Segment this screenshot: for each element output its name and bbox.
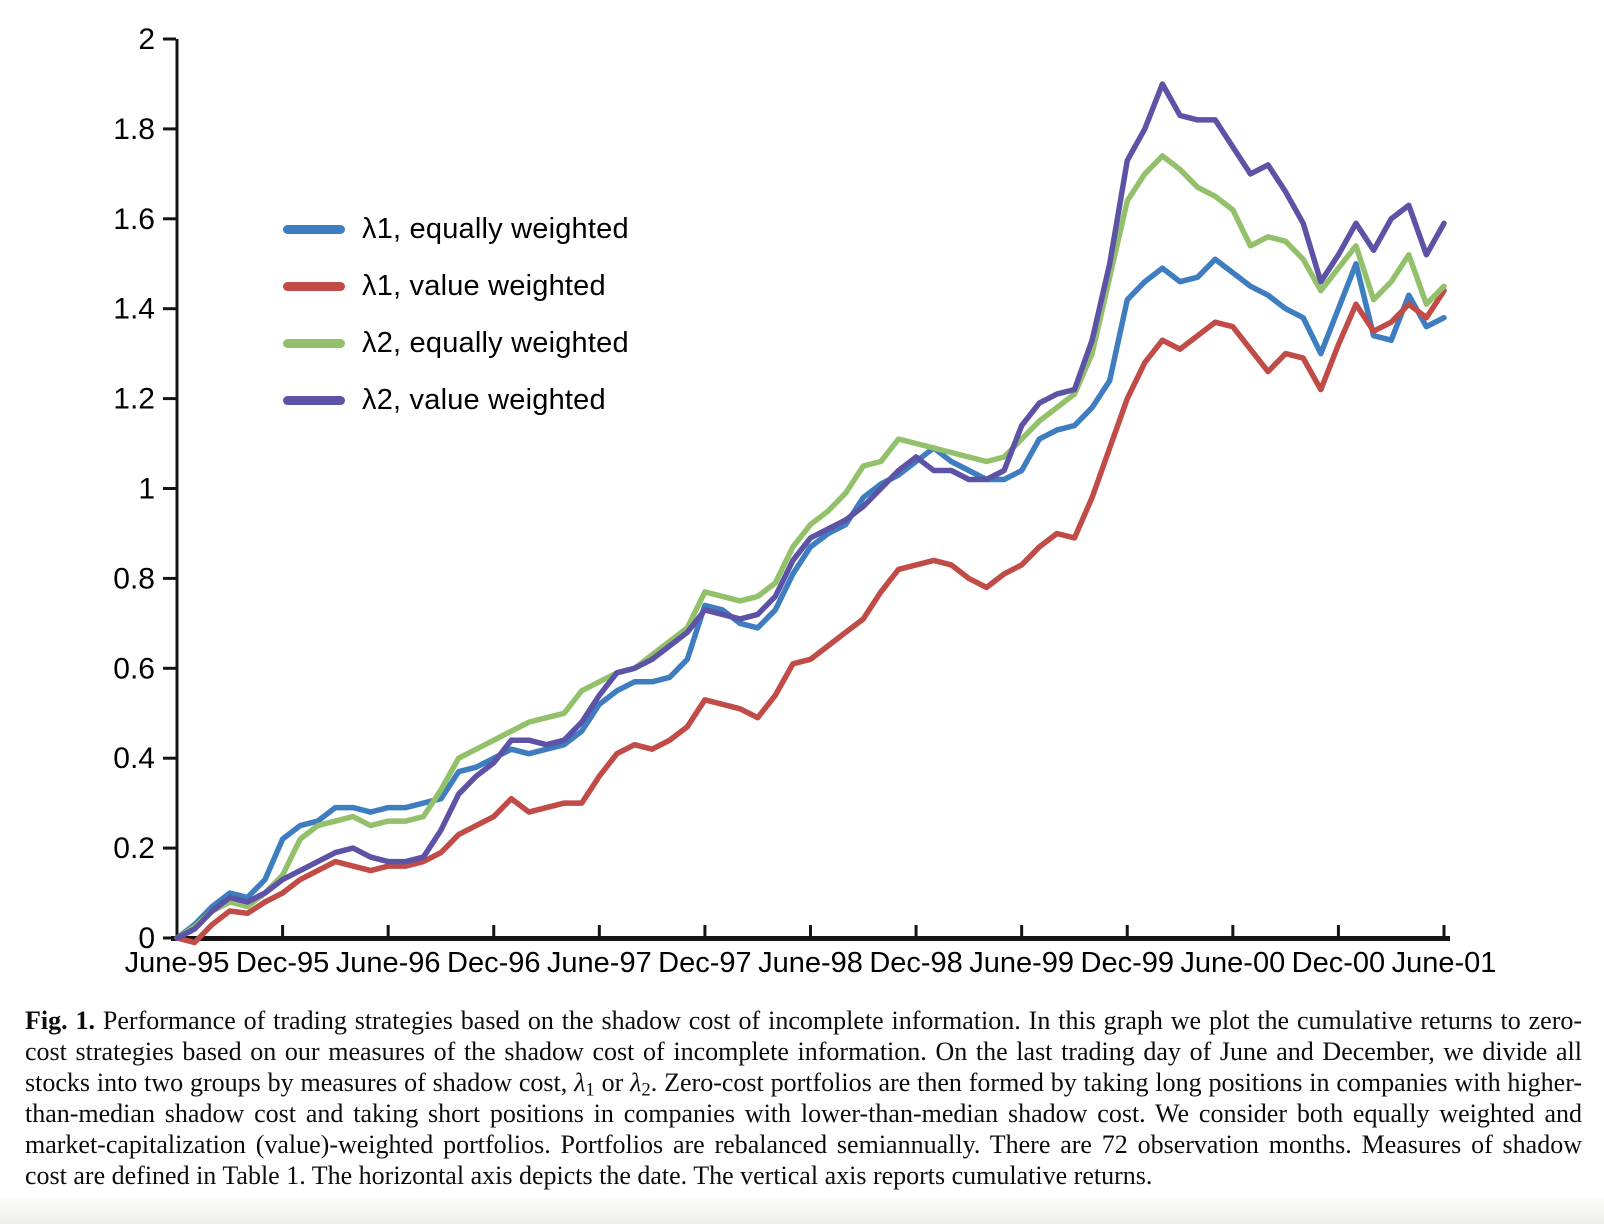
legend-item-lambda2-vw: λ2, value weighted: [283, 383, 629, 417]
series-line--2-value-weighted: [174, 81, 1447, 941]
x-tick-label: June-98: [758, 947, 863, 979]
caption-segment: 1: [585, 1079, 595, 1101]
y-tick-label: 0.4: [113, 742, 155, 775]
x-tick-label: June-96: [336, 947, 441, 979]
legend-item-lambda1-ew: λ1, equally weighted: [283, 212, 629, 246]
x-tick-label: June-00: [1180, 947, 1285, 979]
caption-segment: Performance of trading strategies based …: [25, 1006, 1583, 1097]
figure-caption: Fig. 1. Performance of trading strategie…: [25, 1005, 1582, 1191]
chart-legend: λ1, equally weighted λ1, value weighted …: [283, 212, 629, 440]
y-tick-label: 1.8: [113, 113, 155, 146]
x-tick-label: June-99: [969, 947, 1074, 979]
y-tick-label: 1.4: [113, 293, 155, 326]
x-tick-label: Dec-99: [1081, 947, 1175, 979]
y-tick-label: 1: [138, 473, 155, 506]
caption-segment: λ: [574, 1068, 586, 1097]
y-tick-label: 1.6: [113, 203, 155, 236]
page-bottom-band: [0, 1198, 1604, 1224]
caption-segment: λ: [630, 1068, 642, 1097]
legend-label-lambda2-ew: λ2, equally weighted: [362, 326, 629, 359]
caption-segment: Fig. 1.: [25, 1006, 96, 1035]
x-tick-label: Dec-97: [658, 947, 752, 979]
series-line--1-value-weighted: [174, 287, 1447, 946]
y-tick-label: 0: [138, 922, 155, 955]
series-line--2-equally-weighted: [174, 153, 1447, 941]
y-tick-label: 0.8: [113, 562, 155, 595]
y-tick-label: 1.2: [113, 383, 155, 416]
legend-swatch-lambda2-vw: [283, 395, 345, 405]
caption-segment: . Zero-cost portfolios are then formed b…: [25, 1068, 1582, 1190]
legend-swatch-lambda1-ew: [283, 224, 345, 234]
x-tick-label: Dec-96: [447, 947, 541, 979]
legend-item-lambda1-vw: λ1, value weighted: [283, 269, 629, 303]
x-tick-label: Dec-95: [236, 947, 330, 979]
legend-item-lambda2-ew: λ2, equally weighted: [283, 326, 629, 360]
legend-label-lambda1-ew: λ1, equally weighted: [362, 212, 629, 245]
y-tick-label: 2: [138, 23, 155, 56]
legend-swatch-lambda2-ew: [283, 338, 345, 348]
caption-segment: or: [594, 1068, 631, 1097]
caption-segment: 2: [641, 1079, 651, 1101]
legend-label-lambda2-vw: λ2, value weighted: [362, 383, 606, 416]
y-tick-label: 0.2: [113, 832, 155, 865]
x-tick-label: June-01: [1392, 947, 1497, 979]
legend-label-lambda1-vw: λ1, value weighted: [362, 269, 606, 302]
series-line--1-equally-weighted: [174, 256, 1447, 941]
x-tick-label: Dec-98: [869, 947, 963, 979]
x-tick-label: Dec-00: [1292, 947, 1386, 979]
legend-swatch-lambda1-vw: [283, 281, 345, 291]
x-tick-label: June-97: [547, 947, 652, 979]
x-tick-label: June-95: [125, 947, 230, 979]
y-tick-label: 0.6: [113, 652, 155, 685]
